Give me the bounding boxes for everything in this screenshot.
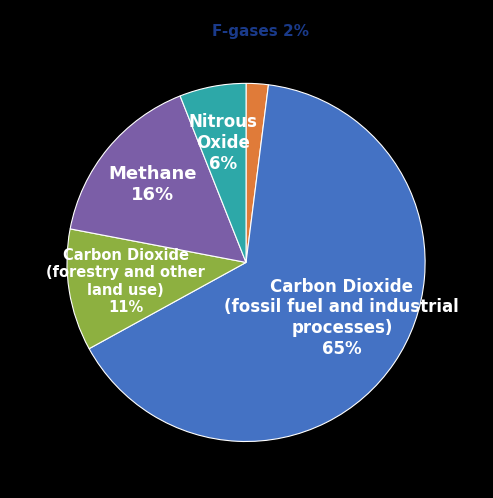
Wedge shape: [89, 85, 425, 442]
Wedge shape: [246, 83, 269, 262]
Text: Nitrous
Oxide
6%: Nitrous Oxide 6%: [189, 113, 258, 173]
Text: Methane
16%: Methane 16%: [108, 165, 197, 204]
Text: Carbon Dioxide
(fossil fuel and industrial
processes)
65%: Carbon Dioxide (fossil fuel and industri…: [224, 277, 459, 358]
Text: F-gases 2%: F-gases 2%: [211, 24, 309, 39]
Text: Carbon Dioxide
(forestry and other
land use)
11%: Carbon Dioxide (forestry and other land …: [46, 248, 205, 315]
Wedge shape: [67, 229, 246, 349]
Wedge shape: [70, 96, 246, 262]
Wedge shape: [180, 83, 246, 262]
